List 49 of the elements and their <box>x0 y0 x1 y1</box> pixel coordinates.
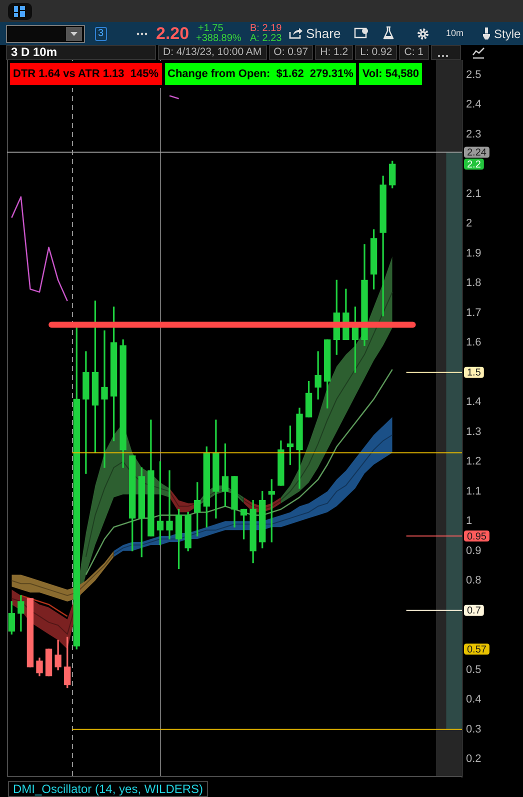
y-tick-label: 1.7 <box>466 306 482 319</box>
y-tick-label: 1.1 <box>466 485 482 498</box>
candlestick <box>166 470 173 540</box>
candlestick <box>314 351 322 400</box>
y-tick-label: 1.8 <box>466 277 482 290</box>
text: +388.89% <box>196 33 242 44</box>
text: D: 4/13/23, 10:00 AM <box>158 45 267 60</box>
y-tick-label: 1.3 <box>466 426 482 438</box>
candlestick <box>101 330 108 468</box>
ref-line-label: 1.5 <box>467 368 482 379</box>
y-tick-label: 0.2 <box>466 753 482 766</box>
text: A: 2.23 <box>250 33 282 44</box>
text: H: 1.2 <box>315 45 354 60</box>
ref-line-label: 0.95 <box>467 531 487 542</box>
y-tick-label: 0.9 <box>466 544 482 557</box>
text: 2.20 <box>156 24 190 44</box>
chart-title: 3 D 10m <box>6 45 156 60</box>
annotation: Change from Open: $1.62 279.31% <box>164 63 356 85</box>
y-tick-label: 1.4 <box>466 396 482 408</box>
y-tick-label: 1.9 <box>466 247 482 260</box>
y-tick-label: 0.5 <box>466 664 482 676</box>
text: C: 1 <box>399 45 429 60</box>
y-tick-label: 1.2 <box>466 456 482 468</box>
y-tick-label: 1.6 <box>466 336 482 349</box>
y-tick-label: 2.1 <box>466 188 482 200</box>
text: DMI_Oscillator (14, yes, WILDERS) <box>8 781 208 797</box>
y-tick-label: 0.4 <box>466 694 482 706</box>
text: B: 2.19 <box>250 23 282 34</box>
annotation: Vol: 54,580 <box>359 63 422 85</box>
annotation: 2.2 <box>467 159 482 170</box>
ref-line-label: 2.24 <box>467 147 487 158</box>
y-tick-label: 2 <box>466 218 472 230</box>
y-tick-label: 0.8 <box>466 574 482 587</box>
text: +1.75 <box>198 23 224 34</box>
text: 3 <box>95 27 107 41</box>
candlestick <box>82 351 90 474</box>
y-tick-label: 1 <box>466 515 472 528</box>
annotation: DTR 1.64 vs ATR 1.13 145% <box>10 63 162 85</box>
text: Share <box>306 26 341 42</box>
annotation: 0.57 <box>467 644 487 656</box>
text: 10m <box>446 28 464 39</box>
text: L: 0.92 <box>355 45 398 60</box>
y-tick-label: 2.5 <box>466 68 482 81</box>
y-tick-label: 2.3 <box>466 128 482 140</box>
ref-line-label: 0.7 <box>467 606 482 617</box>
y-tick-label: 0.3 <box>466 723 482 736</box>
y-tick-label: 2.4 <box>466 98 482 111</box>
text: Style <box>494 26 521 42</box>
text: O: 0.97 <box>268 45 314 60</box>
